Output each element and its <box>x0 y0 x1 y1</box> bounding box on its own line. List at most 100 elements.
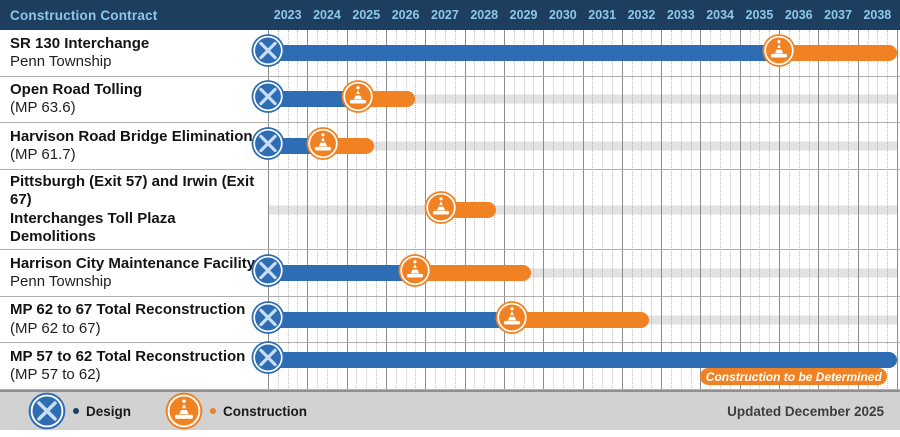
year-gridline <box>268 30 269 390</box>
construction-tbd-badge: Construction to be Determined <box>700 368 888 386</box>
contract-subtitle: (MP 57 to 62) <box>10 366 101 384</box>
design-icon <box>251 341 285 375</box>
design-bar <box>268 264 416 281</box>
timeline-track <box>268 94 897 104</box>
quarter-gridline <box>572 30 574 390</box>
row-label: Harvison Road Bridge Elimination (MP 61.7… <box>0 123 268 169</box>
chart-body: SR 130 Interchange Penn Township Open Road… <box>0 30 900 391</box>
legend: Design Construction <box>0 392 307 430</box>
quarter-gridline <box>277 30 279 390</box>
design-icon <box>251 127 285 161</box>
row-label: MP 62 to 67 Total Reconstruction (MP 62 t… <box>0 297 268 343</box>
row-label: Pittsburgh (Exit 57) and Irwin (Exit 67)… <box>0 170 268 249</box>
year-gridline <box>543 30 545 390</box>
row-label: Open Road Tolling (MP 63.6) <box>0 77 268 123</box>
year-tick-label: 2028 <box>470 8 499 22</box>
quarter-gridline <box>611 30 613 390</box>
construction-icon <box>762 33 796 67</box>
row-label: Harrison City Maintenance Facility Penn T… <box>0 250 268 296</box>
updated-timestamp: Updated December 2025 <box>727 403 884 419</box>
year-tick-label: 2037 <box>824 8 852 22</box>
quarter-gridline <box>641 30 643 390</box>
construction-bar <box>511 311 650 328</box>
year-gridline <box>857 30 859 390</box>
quarter-gridline <box>336 30 338 390</box>
design-icon <box>28 392 66 430</box>
year-tick-label: 2036 <box>784 8 813 22</box>
construction-icon <box>341 80 375 114</box>
year-gridline <box>385 30 387 390</box>
contract-subtitle: Penn Township <box>10 52 112 70</box>
design-icon-wrap <box>251 253 285 292</box>
year-tick-label: 2024 <box>313 8 341 22</box>
quarter-gridline <box>690 30 692 390</box>
timeline <box>268 170 897 249</box>
quarter-gridline <box>867 30 869 390</box>
year-gridline <box>621 30 623 390</box>
quarter-gridline <box>729 30 731 390</box>
timeline-track <box>268 205 897 215</box>
quarter-gridline <box>602 30 604 390</box>
contract-subtitle: Penn Township <box>10 272 112 290</box>
contract-title: Harvison Road Bridge Elimination <box>10 127 253 145</box>
year-gridline <box>503 30 505 390</box>
contract-title: MP 62 to 67 Total Reconstruction <box>10 301 246 319</box>
gantt-rows: SR 130 Interchange Penn Township Open Road… <box>0 30 900 391</box>
quarter-gridline <box>592 30 594 390</box>
year-gridline <box>818 30 820 390</box>
quarter-gridline <box>788 30 790 390</box>
year-tick-label: 2034 <box>706 8 734 22</box>
year-tick-label: 2029 <box>509 8 538 22</box>
quarter-gridline <box>553 30 555 390</box>
quarter-gridline <box>376 30 378 390</box>
year-tick-label: 2033 <box>666 8 695 22</box>
legend-construction-label: Construction <box>223 403 308 419</box>
legend-design-label: Design <box>86 403 132 419</box>
bullet-dot <box>210 408 217 414</box>
contract-title: Pittsburgh (Exit 57) and Irwin (Exit 67) <box>10 172 255 209</box>
design-bar <box>268 352 897 369</box>
quarter-gridline <box>356 30 358 390</box>
year-tick-label: 2032 <box>627 8 656 22</box>
quarter-gridline <box>533 30 535 390</box>
quarter-gridline <box>749 30 751 390</box>
timeline-track <box>268 268 897 278</box>
quarter-gridline <box>838 30 840 390</box>
year-tick-label: 2035 <box>745 8 774 22</box>
header-bar: Construction Contract 2023 2024 2025 2026 20… <box>0 0 900 30</box>
timeline <box>251 123 897 169</box>
design-icon-wrap <box>251 300 285 339</box>
quarter-gridline <box>769 30 771 390</box>
contract-title: Harrison City Maintenance Facility <box>10 254 256 272</box>
timeline-track <box>268 141 897 151</box>
timeline <box>251 250 897 296</box>
quarter-gridline <box>720 30 722 390</box>
year-tick-label: 2025 <box>352 8 381 22</box>
contract-title: Open Road Tolling <box>10 81 143 99</box>
design-icon-wrap <box>251 127 285 166</box>
table-row: MP 57 to 62 Total Reconstruction (MP 57 t… <box>0 341 900 391</box>
quarter-gridline <box>828 30 830 390</box>
construction-icon-wrap <box>306 127 340 166</box>
quarter-gridline <box>759 30 761 390</box>
contract-subtitle: (MP 61.7) <box>10 146 76 164</box>
quarter-gridline <box>651 30 653 390</box>
contract-subtitle: (MP 62 to 67) <box>10 319 101 337</box>
legend-item-design: Design <box>28 392 131 430</box>
year-tick-label: 2038 <box>863 8 892 22</box>
row-label: SR 130 Interchange Penn Township <box>0 30 268 76</box>
table-row: Pittsburgh (Exit 57) and Irwin (Exit 67)… <box>0 170 900 251</box>
timeline <box>251 77 897 123</box>
design-icon <box>251 33 285 67</box>
design-bar <box>268 311 512 328</box>
quarter-gridline <box>562 30 564 390</box>
quarter-gridline <box>326 30 328 390</box>
quarter-gridline <box>710 30 712 390</box>
design-icon-wrap <box>251 80 285 119</box>
footer-bar: Design Construction Updated December 202… <box>0 390 900 430</box>
construction-icon-wrap <box>495 300 529 339</box>
year-gridline <box>779 30 781 390</box>
page-title: Construction Contract <box>10 7 158 23</box>
table-row: SR 130 Interchange Penn Township <box>0 30 900 77</box>
